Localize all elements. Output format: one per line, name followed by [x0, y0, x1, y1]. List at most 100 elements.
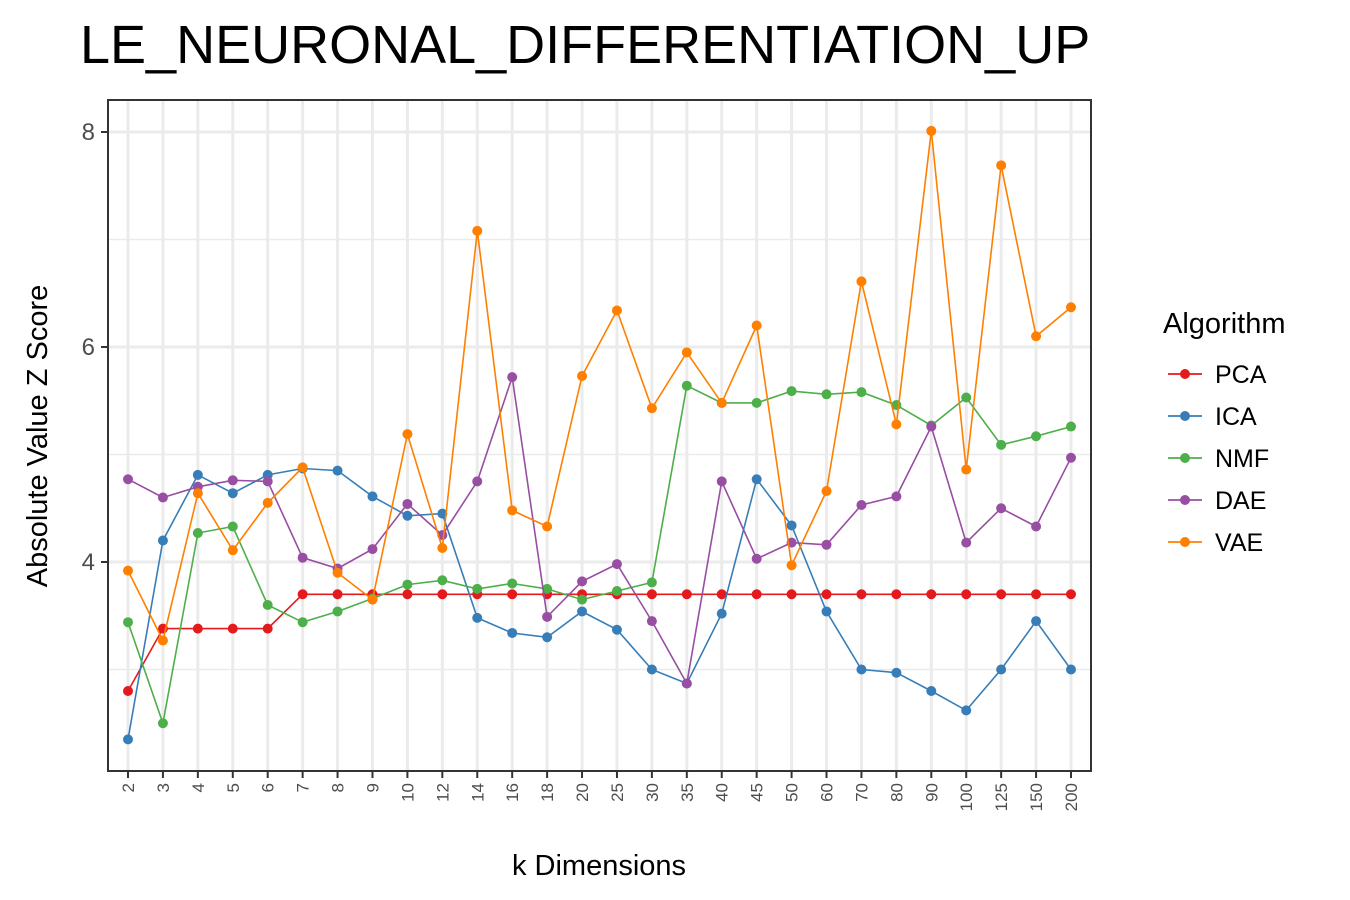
data-point-nmf — [507, 578, 518, 589]
data-point-nmf — [646, 577, 657, 588]
data-point-vae — [1031, 331, 1042, 342]
data-point-nmf — [681, 380, 692, 391]
x-tick-label: 9 — [363, 783, 382, 792]
data-point-ica — [192, 469, 203, 480]
data-point-dae — [821, 539, 832, 550]
data-point-vae — [751, 320, 762, 331]
data-point-nmf — [472, 583, 483, 594]
data-point-nmf — [192, 527, 203, 538]
data-point-pca — [297, 589, 308, 600]
y-tick-label: 6 — [82, 334, 95, 361]
data-point-nmf — [227, 521, 238, 532]
data-point-dae — [856, 500, 867, 511]
data-point-dae — [402, 498, 413, 509]
data-point-vae — [367, 594, 378, 605]
data-point-ica — [821, 606, 832, 617]
data-point-dae — [227, 475, 238, 486]
legend: Algorithm PCA ICA NMF DAE VAE — [1163, 308, 1286, 557]
data-point-dae — [961, 537, 972, 548]
data-point-nmf — [961, 392, 972, 403]
data-point-vae — [507, 505, 518, 516]
legend-key-point — [1180, 537, 1190, 547]
data-point-vae — [716, 397, 727, 408]
data-point-ica — [611, 624, 622, 635]
data-point-pca — [821, 589, 832, 600]
data-point-vae — [996, 160, 1007, 171]
data-point-ica — [367, 491, 378, 502]
data-point-dae — [507, 372, 518, 383]
data-point-ica — [646, 664, 657, 675]
data-point-pca — [961, 589, 972, 600]
data-point-ica — [996, 664, 1007, 675]
x-axis-title: k Dimensions — [512, 850, 686, 882]
x-tick-label: 18 — [538, 783, 557, 802]
data-point-nmf — [542, 583, 553, 594]
series-line-dae — [127, 376, 1072, 686]
data-point-nmf — [297, 617, 308, 628]
data-point-pca — [123, 686, 133, 696]
data-point-vae — [227, 545, 238, 556]
data-point-vae — [926, 125, 937, 136]
legend-label: NMF — [1215, 445, 1269, 473]
data-point-nmf — [786, 386, 797, 397]
data-point-dae — [157, 492, 168, 503]
data-point-vae — [123, 565, 133, 576]
data-point-nmf — [1066, 421, 1076, 432]
x-tick-label: 50 — [783, 783, 802, 802]
data-point-dae — [542, 611, 553, 622]
data-point-pca — [262, 623, 273, 634]
data-point-dae — [1031, 521, 1042, 532]
x-tick-label: 45 — [748, 783, 767, 802]
legend-key-point — [1180, 495, 1190, 505]
data-point-nmf — [123, 617, 133, 628]
series-line-ica — [127, 467, 1072, 740]
data-point-nmf — [262, 600, 273, 610]
data-point-vae — [157, 635, 168, 646]
x-tick-label: 14 — [468, 783, 487, 802]
legend-item-ica: ICA — [1168, 403, 1257, 431]
data-point-nmf — [437, 575, 448, 586]
data-point-nmf — [577, 594, 588, 605]
legend-title: Algorithm — [1163, 308, 1286, 340]
data-point-dae — [891, 491, 902, 502]
legend-item-nmf: NMF — [1168, 445, 1269, 473]
x-tick-label: 8 — [329, 783, 348, 792]
data-point-pca — [507, 589, 518, 600]
legend-label: DAE — [1215, 487, 1266, 515]
x-tick-label: 30 — [643, 783, 662, 802]
series-line-vae — [127, 130, 1072, 643]
data-point-ica — [437, 508, 448, 519]
data-point-vae — [961, 464, 972, 475]
data-point-pca — [716, 589, 727, 600]
data-point-dae — [1066, 452, 1076, 463]
data-point-vae — [262, 497, 273, 508]
data-point-vae — [437, 543, 448, 554]
data-point-pca — [926, 589, 937, 600]
data-point-ica — [577, 606, 588, 617]
data-point-nmf — [856, 387, 867, 398]
data-point-nmf — [157, 718, 168, 729]
legend-label: VAE — [1215, 529, 1263, 557]
data-point-nmf — [996, 439, 1007, 450]
data-point-ica — [123, 734, 133, 745]
data-point-dae — [367, 544, 378, 555]
x-tick-label: 3 — [154, 783, 173, 792]
data-point-ica — [716, 608, 727, 619]
data-point-vae — [402, 429, 413, 440]
legend-item-dae: DAE — [1168, 487, 1266, 515]
data-point-nmf — [751, 397, 762, 408]
data-point-vae — [681, 347, 692, 358]
data-point-ica — [751, 474, 762, 485]
y-axis-title: Absolute Value Z Score — [22, 285, 54, 588]
data-point-vae — [472, 225, 483, 236]
data-point-vae — [856, 276, 867, 287]
data-point-vae — [821, 486, 832, 497]
data-point-vae — [297, 462, 308, 473]
data-point-dae — [681, 678, 692, 689]
data-point-nmf — [402, 579, 413, 590]
data-point-nmf — [821, 389, 832, 400]
data-point-pca — [786, 589, 797, 600]
x-tick-label: 150 — [1027, 783, 1046, 811]
